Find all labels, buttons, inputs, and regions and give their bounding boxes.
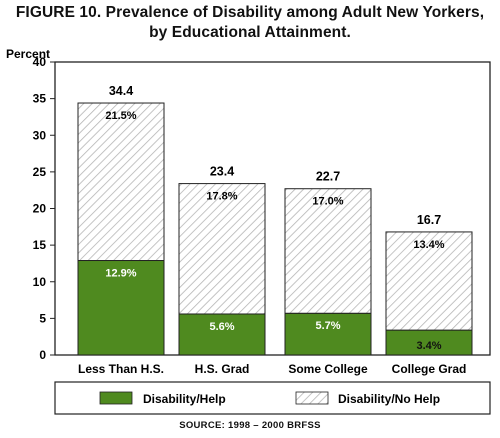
- data-label-help: 12.9%: [105, 268, 136, 280]
- x-tick-label: H.S. Grad: [195, 362, 250, 376]
- y-tick-label: 0: [39, 348, 46, 362]
- bar-disability-help: [77, 260, 165, 356]
- legend: Disability/Help Disability/No Help: [54, 381, 491, 415]
- legend-swatch-help: [99, 391, 133, 405]
- bar-disability-help: [284, 312, 372, 356]
- legend-swatch-no-help: [295, 391, 329, 405]
- y-axis-label: Percent: [6, 47, 50, 61]
- y-tick-label: 10: [33, 275, 47, 289]
- data-label-no-help: 17.0%: [312, 196, 343, 208]
- chart-title-line1: FIGURE 10. Prevalence of Disability amon…: [15, 4, 485, 21]
- bar-disability-help: [178, 313, 266, 356]
- y-tick-label: 5: [39, 311, 46, 325]
- legend-frame: [54, 381, 491, 415]
- y-tick-label: 40: [33, 55, 47, 69]
- chart-title-line2: by Educational Attainment.: [149, 24, 351, 41]
- y-tick-label: 25: [33, 165, 47, 179]
- y-tick-label: 20: [33, 202, 47, 216]
- x-tick-label: Some College: [288, 362, 368, 376]
- x-tick-label: Less Than H.S.: [78, 362, 164, 376]
- data-label-no-help: 13.4%: [413, 239, 444, 251]
- bar-total-label: 23.4: [210, 165, 234, 179]
- data-label-help: 5.7%: [315, 320, 340, 332]
- bar-total-label: 22.7: [316, 170, 340, 184]
- data-label-help: 5.6%: [209, 321, 234, 333]
- data-label-no-help: 17.8%: [206, 191, 237, 203]
- bar-disability-no-help: [385, 231, 473, 331]
- bar-total-label: 34.4: [109, 84, 133, 98]
- bar-total-label: 16.7: [417, 213, 441, 227]
- legend-label-no-help: Disability/No Help: [338, 392, 440, 406]
- bar-disability-no-help: [178, 183, 266, 315]
- bar-disability-no-help: [284, 188, 372, 314]
- y-tick-label: 30: [33, 128, 47, 142]
- bar-disability-no-help: [77, 102, 165, 262]
- source-note: SOURCE: 1998 – 2000 BRFSS: [179, 420, 321, 431]
- plot-area: 0 5 10 15 20 25 30 35 40 34.4 21.5% 12.9% Less Than …: [33, 55, 491, 376]
- y-tick-label: 15: [33, 238, 47, 252]
- legend-label-help: Disability/Help: [143, 392, 226, 406]
- y-tick-label: 35: [33, 92, 47, 106]
- x-tick-label: College Grad: [392, 362, 467, 376]
- data-label-help: 3.4%: [416, 340, 441, 352]
- data-label-no-help: 21.5%: [105, 110, 136, 122]
